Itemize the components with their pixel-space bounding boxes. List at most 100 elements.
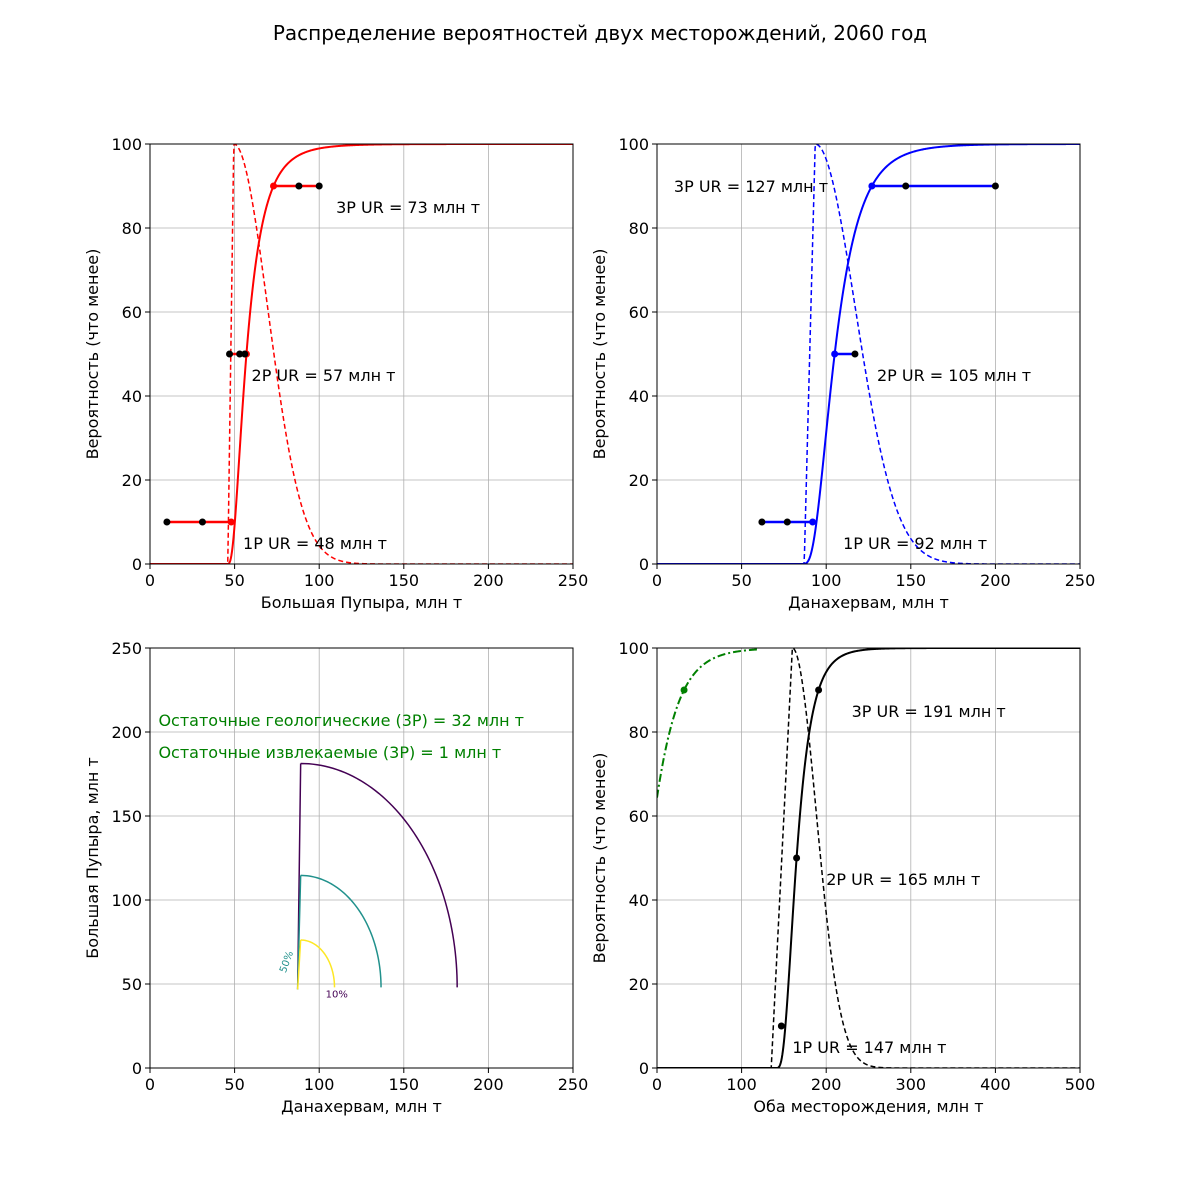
range-point <box>315 182 323 190</box>
x-tick-label: 200 <box>473 571 504 590</box>
y-tick-label: 0 <box>639 555 649 574</box>
y-tick-label: 60 <box>122 303 142 322</box>
axes-frame <box>149 143 574 565</box>
x-axis-label: Данахервам, млн т <box>788 593 949 612</box>
y-tick-label: 40 <box>629 891 649 910</box>
x-tick-label: 0 <box>145 1075 155 1094</box>
panel-p1: 1P UR = 48 млн т 2P UR = 57 млн т 3P UR = … <box>83 135 588 612</box>
panel-p3: 10% 50% Остаточные геологические (3P) = 32… <box>83 639 588 1116</box>
percentile-point <box>777 1022 785 1030</box>
y-axis-label: Вероятность (что менее) <box>83 249 102 460</box>
range-marker <box>270 182 278 190</box>
y-tick-label: 100 <box>111 135 142 154</box>
x-axis-label: Большая Пупыра, млн т <box>261 593 462 612</box>
residual-line <box>657 648 759 798</box>
y-tick-label: 150 <box>111 807 142 826</box>
contour-line <box>296 939 336 990</box>
axes-frame <box>656 143 1081 565</box>
figure-title: Распределение вероятностей двух месторож… <box>273 21 927 45</box>
plot-area: 10% 50% <box>278 762 458 1000</box>
contour-label: 50% <box>278 950 296 975</box>
range-point <box>198 518 206 526</box>
y-tick-label: 80 <box>122 219 142 238</box>
y-tick-label: 40 <box>629 387 649 406</box>
x-tick-label: 200 <box>811 1075 842 1094</box>
x-tick-label: 100 <box>304 571 335 590</box>
range-point <box>163 518 171 526</box>
range-point <box>902 182 910 190</box>
range-point <box>241 350 249 358</box>
y-tick-label: 80 <box>629 723 649 742</box>
range-point <box>758 518 766 526</box>
y-axis-label: Большая Пупыра, млн т <box>83 757 102 958</box>
annotation: 1P UR = 147 млн т <box>792 1038 946 1057</box>
y-tick-label: 250 <box>111 639 142 658</box>
annotation: 1P UR = 48 млн т <box>243 534 387 553</box>
range-point <box>783 518 791 526</box>
range-point <box>851 350 859 358</box>
axes-frame <box>149 647 574 1069</box>
pdf-line <box>657 144 1080 564</box>
y-tick-label: 0 <box>639 1059 649 1078</box>
x-tick-label: 0 <box>652 1075 662 1094</box>
range-marker <box>227 518 235 526</box>
y-tick-label: 100 <box>111 891 142 910</box>
x-tick-label: 100 <box>304 1075 335 1094</box>
annotation: 2P UR = 105 млн т <box>877 366 1031 385</box>
annotation: 3P UR = 191 млн т <box>852 702 1006 721</box>
panel-p2: 1P UR = 92 млн т 2P UR = 105 млн т 3P UR =… <box>590 135 1095 612</box>
annotation: Остаточные извлекаемые (3P) = 1 млн т <box>158 743 501 762</box>
x-tick-label: 250 <box>1065 571 1096 590</box>
x-tick-label: 50 <box>731 571 751 590</box>
y-tick-label: 100 <box>618 135 649 154</box>
y-tick-label: 100 <box>618 639 649 658</box>
range-marker <box>868 182 876 190</box>
annotation: 2P UR = 57 млн т <box>252 366 396 385</box>
annotation: 2P UR = 165 млн т <box>826 870 980 889</box>
residual-p90-point <box>680 686 688 694</box>
range-point <box>991 182 999 190</box>
y-tick-label: 60 <box>629 303 649 322</box>
percentile-point <box>815 686 823 694</box>
x-axis-label: Оба месторождения, млн т <box>753 1097 983 1116</box>
y-tick-label: 0 <box>132 555 142 574</box>
range-marker <box>809 518 817 526</box>
y-tick-label: 200 <box>111 723 142 742</box>
panel-p4: 1P UR = 147 млн т 2P UR = 165 млн т 3P UR … <box>590 639 1095 1116</box>
y-tick-label: 40 <box>122 387 142 406</box>
range-point <box>226 350 234 358</box>
x-tick-label: 400 <box>980 1075 1011 1094</box>
x-tick-label: 300 <box>896 1075 927 1094</box>
range-point <box>295 182 303 190</box>
x-tick-label: 200 <box>473 1075 504 1094</box>
axes-frame <box>656 647 1081 1069</box>
annotation: 1P UR = 92 млн т <box>843 534 987 553</box>
range-point <box>236 350 244 358</box>
x-tick-label: 0 <box>652 571 662 590</box>
y-tick-label: 80 <box>629 219 649 238</box>
x-tick-label: 150 <box>389 1075 420 1094</box>
x-axis-label: Данахервам, млн т <box>281 1097 442 1116</box>
x-tick-label: 250 <box>558 1075 589 1094</box>
x-tick-label: 100 <box>726 1075 757 1094</box>
y-tick-label: 20 <box>122 471 142 490</box>
percentile-point <box>793 854 801 862</box>
x-tick-label: 200 <box>980 571 1011 590</box>
x-tick-label: 50 <box>224 1075 244 1094</box>
y-tick-label: 20 <box>629 471 649 490</box>
x-tick-label: 50 <box>224 571 244 590</box>
x-tick-label: 100 <box>811 571 842 590</box>
panels: 1P UR = 48 млн т 2P UR = 57 млн т 3P UR = … <box>83 135 1095 1116</box>
x-tick-label: 150 <box>896 571 927 590</box>
y-tick-label: 0 <box>132 1059 142 1078</box>
cdf-line <box>657 144 1080 564</box>
contour-line <box>296 874 382 990</box>
y-axis-label: Вероятность (что менее) <box>590 249 609 460</box>
annotation: 3P UR = 73 млн т <box>336 198 480 217</box>
plot-area <box>657 648 1080 1068</box>
annotation: Остаточные геологические (3P) = 32 млн т <box>158 711 524 730</box>
x-tick-label: 0 <box>145 571 155 590</box>
x-tick-label: 150 <box>389 571 420 590</box>
range-marker <box>831 350 839 358</box>
